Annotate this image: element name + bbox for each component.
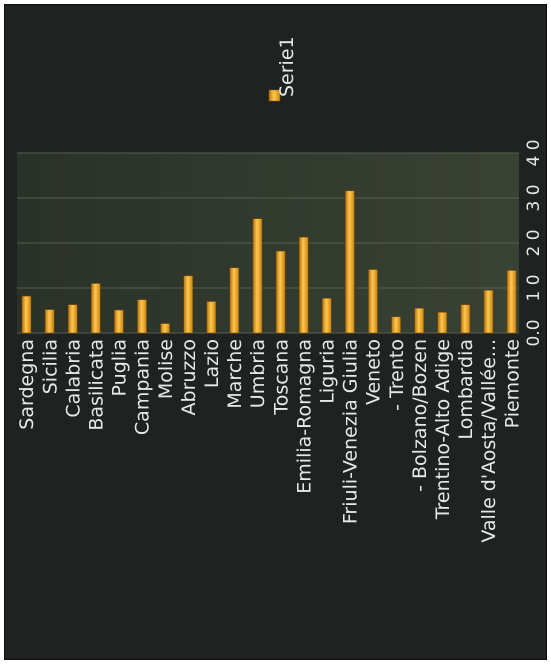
category-label: Abruzzo bbox=[178, 339, 200, 415]
bar bbox=[391, 316, 401, 334]
y-axis-ticks: 0.0 1 0 2 0 3 0 4 0 bbox=[524, 139, 544, 346]
bar bbox=[183, 275, 193, 334]
category-label: Friuli-Venezia Giulia bbox=[340, 339, 362, 524]
category-label: Marche bbox=[224, 339, 246, 409]
category-label: Calabria bbox=[62, 339, 84, 418]
bar bbox=[160, 323, 170, 334]
category-label: Sardegna bbox=[16, 339, 38, 430]
legend-label: Serie1 bbox=[276, 36, 298, 97]
bar bbox=[229, 267, 240, 334]
bar bbox=[437, 312, 448, 334]
bar bbox=[345, 190, 355, 334]
chart-frame: 0.0 1 0 2 0 3 0 4 0 Sardegna Sicilia Calabria B… bbox=[4, 4, 547, 660]
category-label: Puglia bbox=[109, 339, 131, 396]
bar bbox=[368, 269, 378, 334]
bar bbox=[91, 283, 101, 334]
category-label: Veneto bbox=[363, 339, 385, 405]
bars bbox=[21, 190, 517, 334]
bar bbox=[21, 295, 32, 334]
bar-chart: 0.0 1 0 2 0 3 0 4 0 Sardegna Sicilia Calabria B… bbox=[16, 36, 544, 543]
legend: Serie1 bbox=[268, 36, 298, 102]
y-tick-label: 1 0 bbox=[524, 274, 544, 301]
gridlines bbox=[17, 152, 519, 334]
bar bbox=[114, 309, 124, 334]
bar bbox=[44, 309, 55, 334]
bar bbox=[506, 270, 517, 334]
category-label: Lazio bbox=[201, 339, 223, 388]
bar bbox=[322, 298, 332, 334]
y-tick-label: 0.0 bbox=[524, 319, 544, 346]
bar bbox=[483, 290, 494, 334]
category-label: Trentino-Alto Adige bbox=[432, 339, 454, 520]
category-label: Liguria bbox=[316, 339, 338, 404]
category-label: Toscana bbox=[270, 339, 292, 416]
bar bbox=[298, 236, 309, 334]
y-tick-label: 2 0 bbox=[524, 229, 544, 256]
category-label: Sicilia bbox=[39, 339, 61, 394]
category-label: - Bolzano/Bozen bbox=[409, 339, 431, 492]
bar bbox=[137, 299, 147, 334]
category-label: Basilicata bbox=[85, 339, 107, 431]
bar bbox=[460, 304, 471, 334]
category-labels: Sardegna Sicilia Calabria Basilicata Puglia C… bbox=[16, 339, 523, 543]
category-label: - Trento bbox=[386, 339, 408, 411]
category-label: Umbria bbox=[247, 339, 269, 408]
y-tick-label: 3 0 bbox=[524, 184, 544, 211]
category-label: Lombardia bbox=[455, 339, 477, 440]
category-label: Campania bbox=[132, 339, 154, 435]
y-tick-label: 4 0 bbox=[524, 139, 544, 166]
bar bbox=[206, 301, 217, 334]
category-label: Molise bbox=[155, 339, 177, 399]
bar bbox=[67, 304, 78, 334]
category-label: Piemonte bbox=[501, 339, 523, 428]
bar bbox=[275, 250, 286, 334]
category-label: Emilia-Romagna bbox=[293, 339, 315, 494]
bar bbox=[252, 218, 263, 334]
category-label: Valle d'Aosta/Vallée... bbox=[478, 339, 500, 543]
bar bbox=[414, 308, 424, 334]
legend-swatch bbox=[268, 89, 281, 102]
